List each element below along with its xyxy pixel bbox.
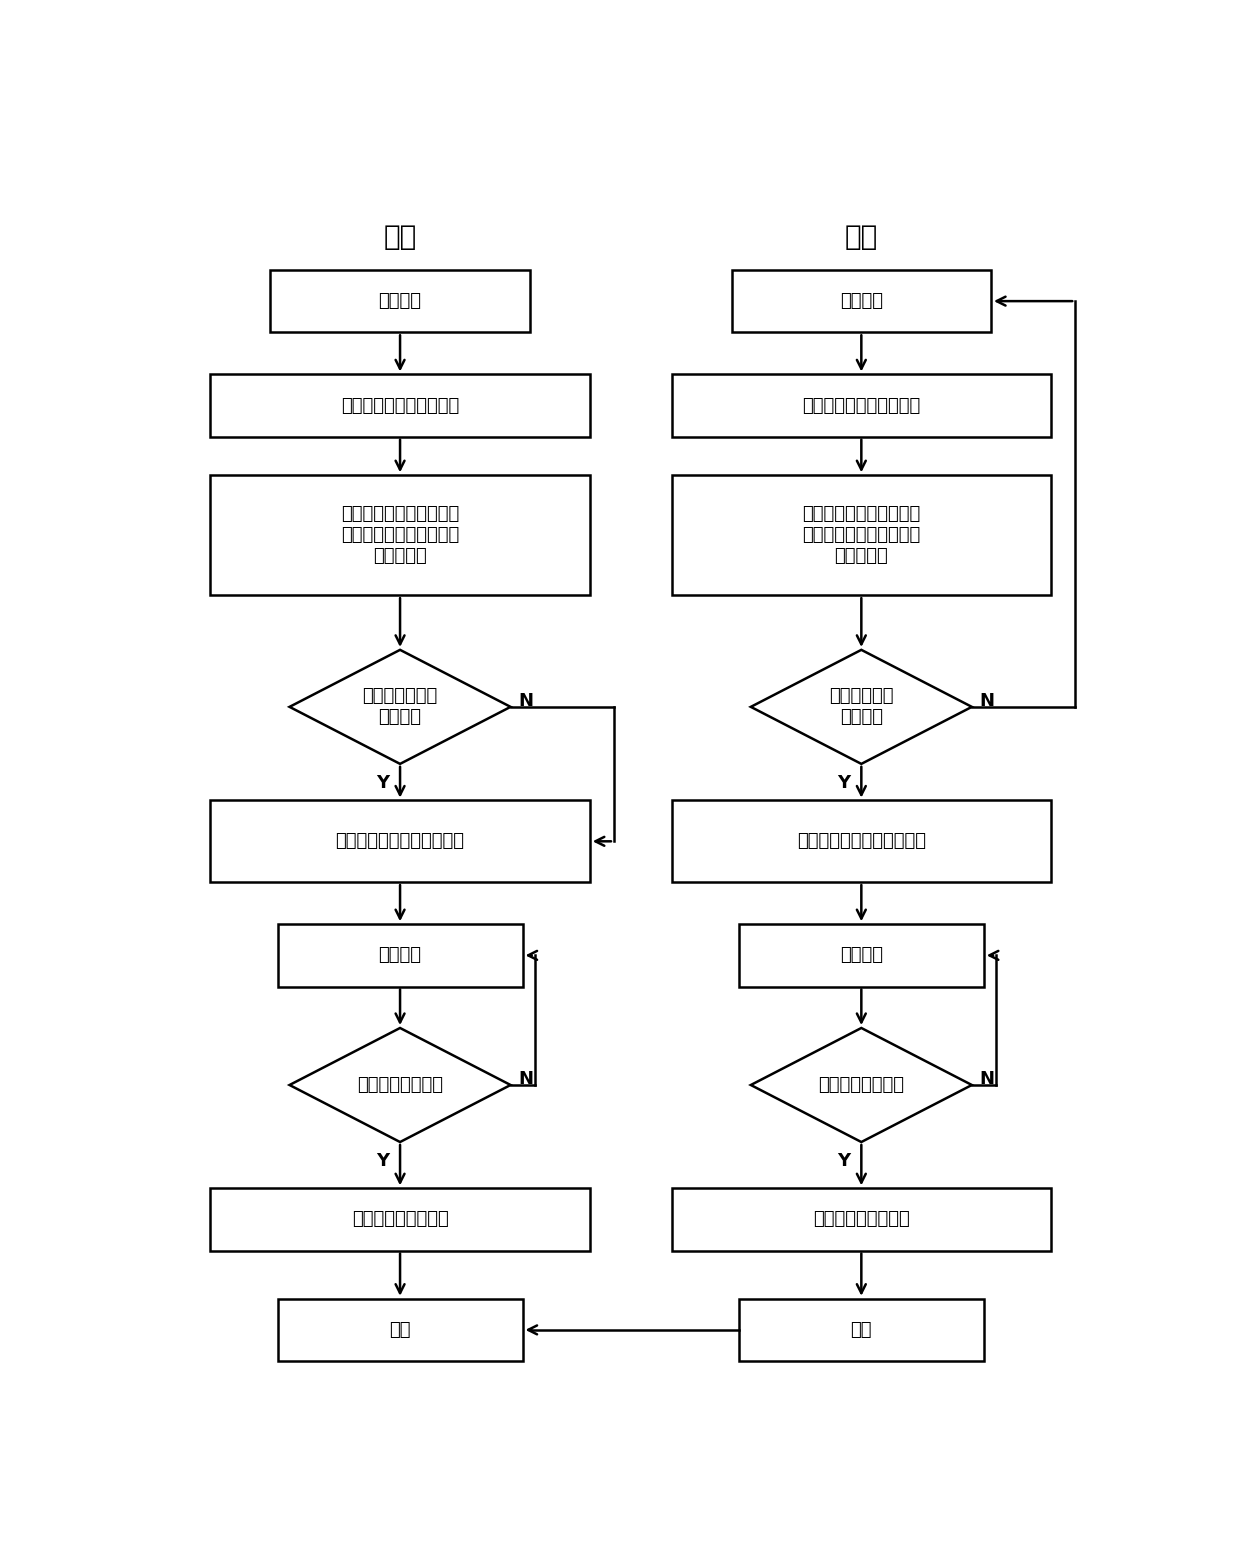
- FancyBboxPatch shape: [211, 1188, 590, 1250]
- Text: N: N: [980, 692, 994, 709]
- Polygon shape: [290, 650, 511, 764]
- Text: N: N: [518, 692, 533, 709]
- FancyBboxPatch shape: [270, 270, 529, 332]
- Text: 物业管理员扫码验证信息
（小区车场名称、车位编
号、电话）: 物业管理员扫码验证信息 （小区车场名称、车位编 号、电话）: [802, 505, 920, 564]
- Text: 出口: 出口: [844, 223, 878, 251]
- Text: 检测车辆是否通过: 检测车辆是否通过: [818, 1076, 904, 1094]
- Text: 验证车主信息
是否合法: 验证车主信息 是否合法: [830, 688, 894, 726]
- FancyBboxPatch shape: [672, 1188, 1052, 1250]
- FancyBboxPatch shape: [739, 1299, 983, 1361]
- Text: Y: Y: [837, 775, 851, 792]
- Text: 结束: 结束: [389, 1320, 410, 1339]
- FancyBboxPatch shape: [211, 800, 590, 882]
- Text: Y: Y: [376, 1152, 389, 1171]
- Polygon shape: [751, 1027, 972, 1143]
- FancyBboxPatch shape: [672, 800, 1052, 882]
- FancyBboxPatch shape: [278, 1299, 522, 1361]
- Text: 出示微信订单出场二维码: 出示微信订单出场二维码: [802, 396, 920, 415]
- Text: 车辆通过，闸门关闭: 车辆通过，闸门关闭: [352, 1210, 449, 1228]
- FancyBboxPatch shape: [211, 475, 590, 596]
- FancyBboxPatch shape: [672, 374, 1052, 437]
- Text: 入口: 入口: [383, 223, 417, 251]
- Text: 物业管理员扫码验证信息
（小区车场名称、车位编
号、电话）: 物业管理员扫码验证信息 （小区车场名称、车位编 号、电话）: [341, 505, 459, 564]
- Text: 出示微信订单入场二维码: 出示微信订单入场二维码: [341, 396, 459, 415]
- Text: N: N: [518, 1069, 533, 1088]
- Polygon shape: [290, 1027, 511, 1143]
- FancyBboxPatch shape: [739, 924, 983, 987]
- Text: 物业管理员记录信息到平台: 物业管理员记录信息到平台: [797, 833, 926, 850]
- Text: 验证二维码信息
是否合法: 验证二维码信息 是否合法: [362, 688, 438, 726]
- FancyBboxPatch shape: [278, 924, 522, 987]
- Text: 物业管理员记录信息到平台: 物业管理员记录信息到平台: [336, 833, 465, 850]
- Text: N: N: [980, 1069, 994, 1088]
- Text: Y: Y: [837, 1152, 851, 1171]
- FancyBboxPatch shape: [211, 374, 590, 437]
- Text: 车辆到来: 车辆到来: [839, 292, 883, 310]
- Text: Y: Y: [376, 775, 389, 792]
- Polygon shape: [751, 650, 972, 764]
- FancyBboxPatch shape: [672, 475, 1052, 596]
- Text: 车辆到来: 车辆到来: [378, 292, 422, 310]
- Text: 结束: 结束: [851, 1320, 872, 1339]
- Text: 打开闸门: 打开闸门: [839, 946, 883, 965]
- Text: 打开闸门: 打开闸门: [378, 946, 422, 965]
- Text: 车辆通过，闸门关闭: 车辆通过，闸门关闭: [813, 1210, 910, 1228]
- Text: 检测车辆是否通过: 检测车辆是否通过: [357, 1076, 443, 1094]
- FancyBboxPatch shape: [732, 270, 991, 332]
